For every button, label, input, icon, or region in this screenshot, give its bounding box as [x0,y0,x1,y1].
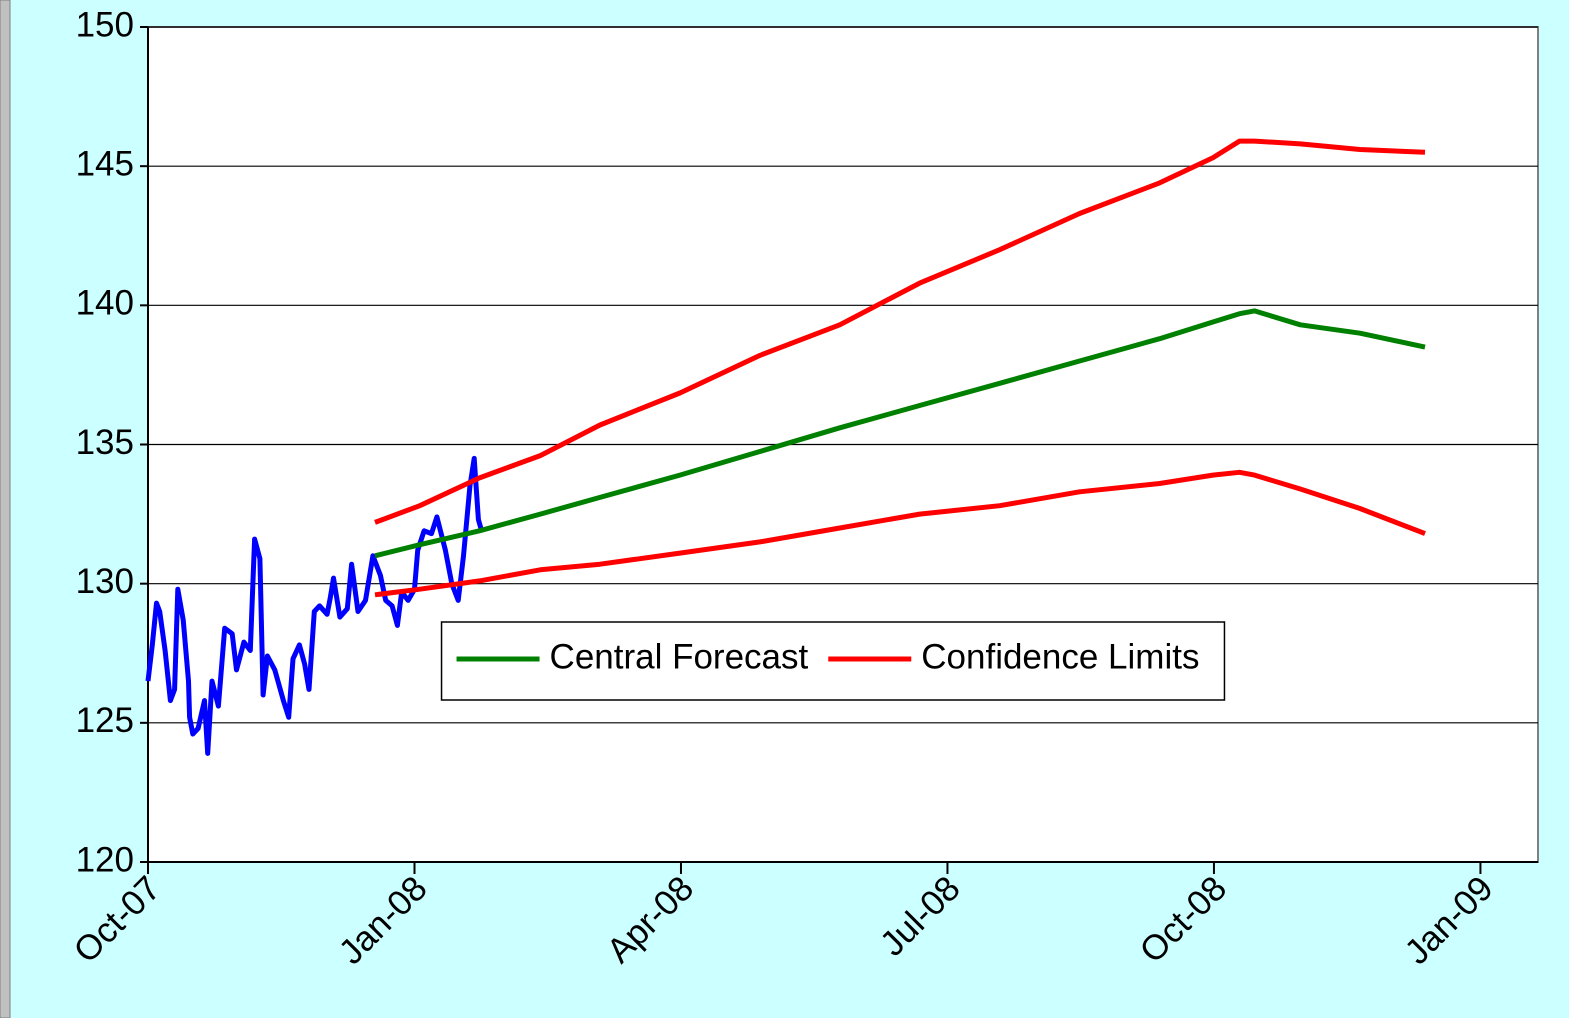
side-strip [0,0,11,1018]
series-line [374,138,1426,525]
series-line [374,469,1426,598]
x-tick-label: Jan-09 [1397,869,1500,972]
series-line [145,455,485,756]
legend-label: Confidence Limits [921,637,1199,676]
y-tick-label: 145 [76,144,134,183]
x-tick-label: Jan-08 [331,869,434,972]
y-tick-label: 135 [76,423,134,462]
x-tick-label: Oct-08 [1132,869,1234,971]
legend-box [440,621,1226,701]
x-tick-label: Jul-08 [873,869,968,964]
x-tick-label: Oct-07 [66,869,168,971]
y-tick-label: 150 [76,5,134,44]
legend: Central Forecast Confidence Limits [440,621,1226,701]
legend-label: Central Forecast [550,637,809,676]
y-tick-label: 130 [76,562,134,601]
series-line [374,308,1426,559]
y-tick-label: 125 [76,701,134,740]
y-tick-label: 140 [76,284,134,323]
y-tick-label: 120 [76,840,134,879]
x-tick-label: Apr-08 [599,869,701,971]
